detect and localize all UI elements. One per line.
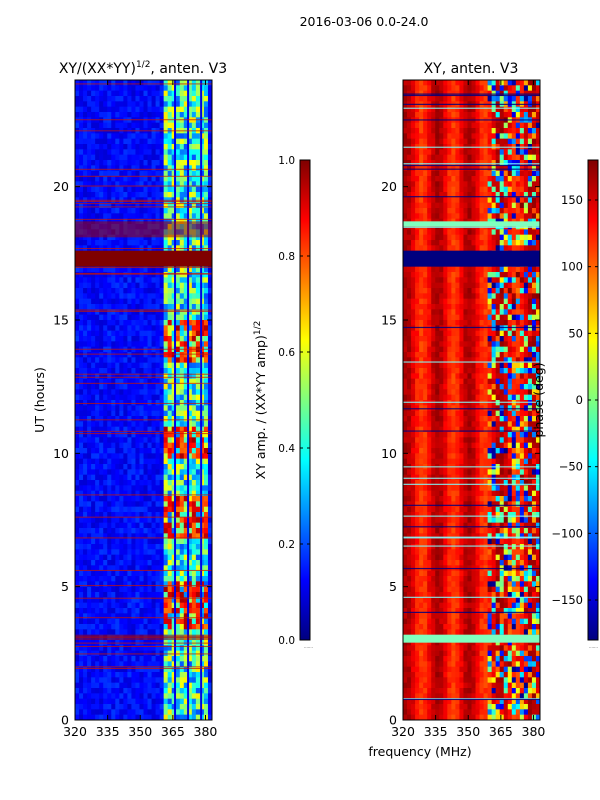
y-tick-label: 20 [53,179,69,194]
colorbar-tick-label: 100 [561,260,583,274]
amplitude-colorbar-gradient [299,159,311,641]
colorbar-tick-label: 0.0 [278,635,295,647]
amplitude-ylabel: UT (hours) [32,367,47,433]
phase-colorbar-ticks: −150 −100 −50 0 50 100 150 [551,193,598,607]
x-tick-label: 380 [522,724,546,739]
colorbar-tick-label: 50 [568,326,583,340]
phase-ticks: 320 335 350 365 380 0 5 10 15 20 [381,80,545,739]
x-tick-label: 380 [194,724,218,739]
colorbar-tick-label: −50 [559,460,583,474]
colorbar-tick-label: 0.8 [278,251,295,263]
colorbar-tick-label: 150 [561,193,583,207]
colorbar-tick-label: −150 [551,593,583,607]
colorbar-tick-label: −100 [551,526,583,540]
y-tick-label: 5 [389,579,397,594]
amplitude-colorbar: 0.0 0.2 0.4 0.6 0.8 1.0 XY amp. / (XX*YY amp)… [253,155,313,649]
x-tick-label: 350 [456,724,480,739]
x-tick-label: 365 [161,724,185,739]
y-tick-label: 5 [61,579,69,594]
svg-text:.......: ....... [304,644,313,649]
amplitude-panel-title: XY/(XX*YY)1/2, anten. V3 [59,60,227,77]
colorbar-tick-label: 0.4 [278,443,295,455]
x-tick-label: 335 [424,724,448,739]
phase-colorbar-label: phase (deg) [531,362,546,437]
x-tick-label: 320 [63,724,87,739]
amplitude-panel: XY/(XX*YY)1/2, anten. V3 320 335 350 365 380… [32,60,227,739]
y-tick-label: 10 [381,446,397,461]
y-tick-label: 20 [381,179,397,194]
amplitude-axes-frame [74,79,213,721]
colorbar-tick-label: 0.2 [278,539,295,551]
amplitude-ticks: 320 335 350 365 380 0 5 10 15 20 [53,80,217,739]
x-tick-label: 350 [128,724,152,739]
x-tick-label: 320 [391,724,415,739]
colorbar-tick-label: 0 [576,393,583,407]
y-tick-label: 10 [53,446,69,461]
amplitude-colorbar-label: XY amp. / (XX*YY amp)1/2 [253,321,268,480]
phase-axes-frame [402,79,541,721]
phase-heatmap [403,80,540,720]
colorbar-tick-label: 1.0 [278,155,295,167]
x-tick-label: 365 [489,724,513,739]
y-tick-label: 0 [61,713,69,728]
y-tick-label: 0 [389,713,397,728]
y-tick-label: 15 [381,313,397,328]
figure-suptitle: 2016-03-06 0.0-24.0 [300,14,429,29]
y-tick-label: 15 [53,313,69,328]
amplitude-colorbar-ticks: 0.0 0.2 0.4 0.6 0.8 1.0 [278,155,310,647]
phase-panel-title: XY, anten. V3 [424,61,519,77]
x-tick-label: 335 [96,724,120,739]
amplitude-heatmap [75,80,212,720]
phase-panel: XY, anten. V3 320 335 350 365 380 0 5 10 15 20 [381,61,545,739]
colorbar-tick-label: 0.6 [278,347,295,359]
shared-xlabel: frequency (MHz) [368,744,471,759]
